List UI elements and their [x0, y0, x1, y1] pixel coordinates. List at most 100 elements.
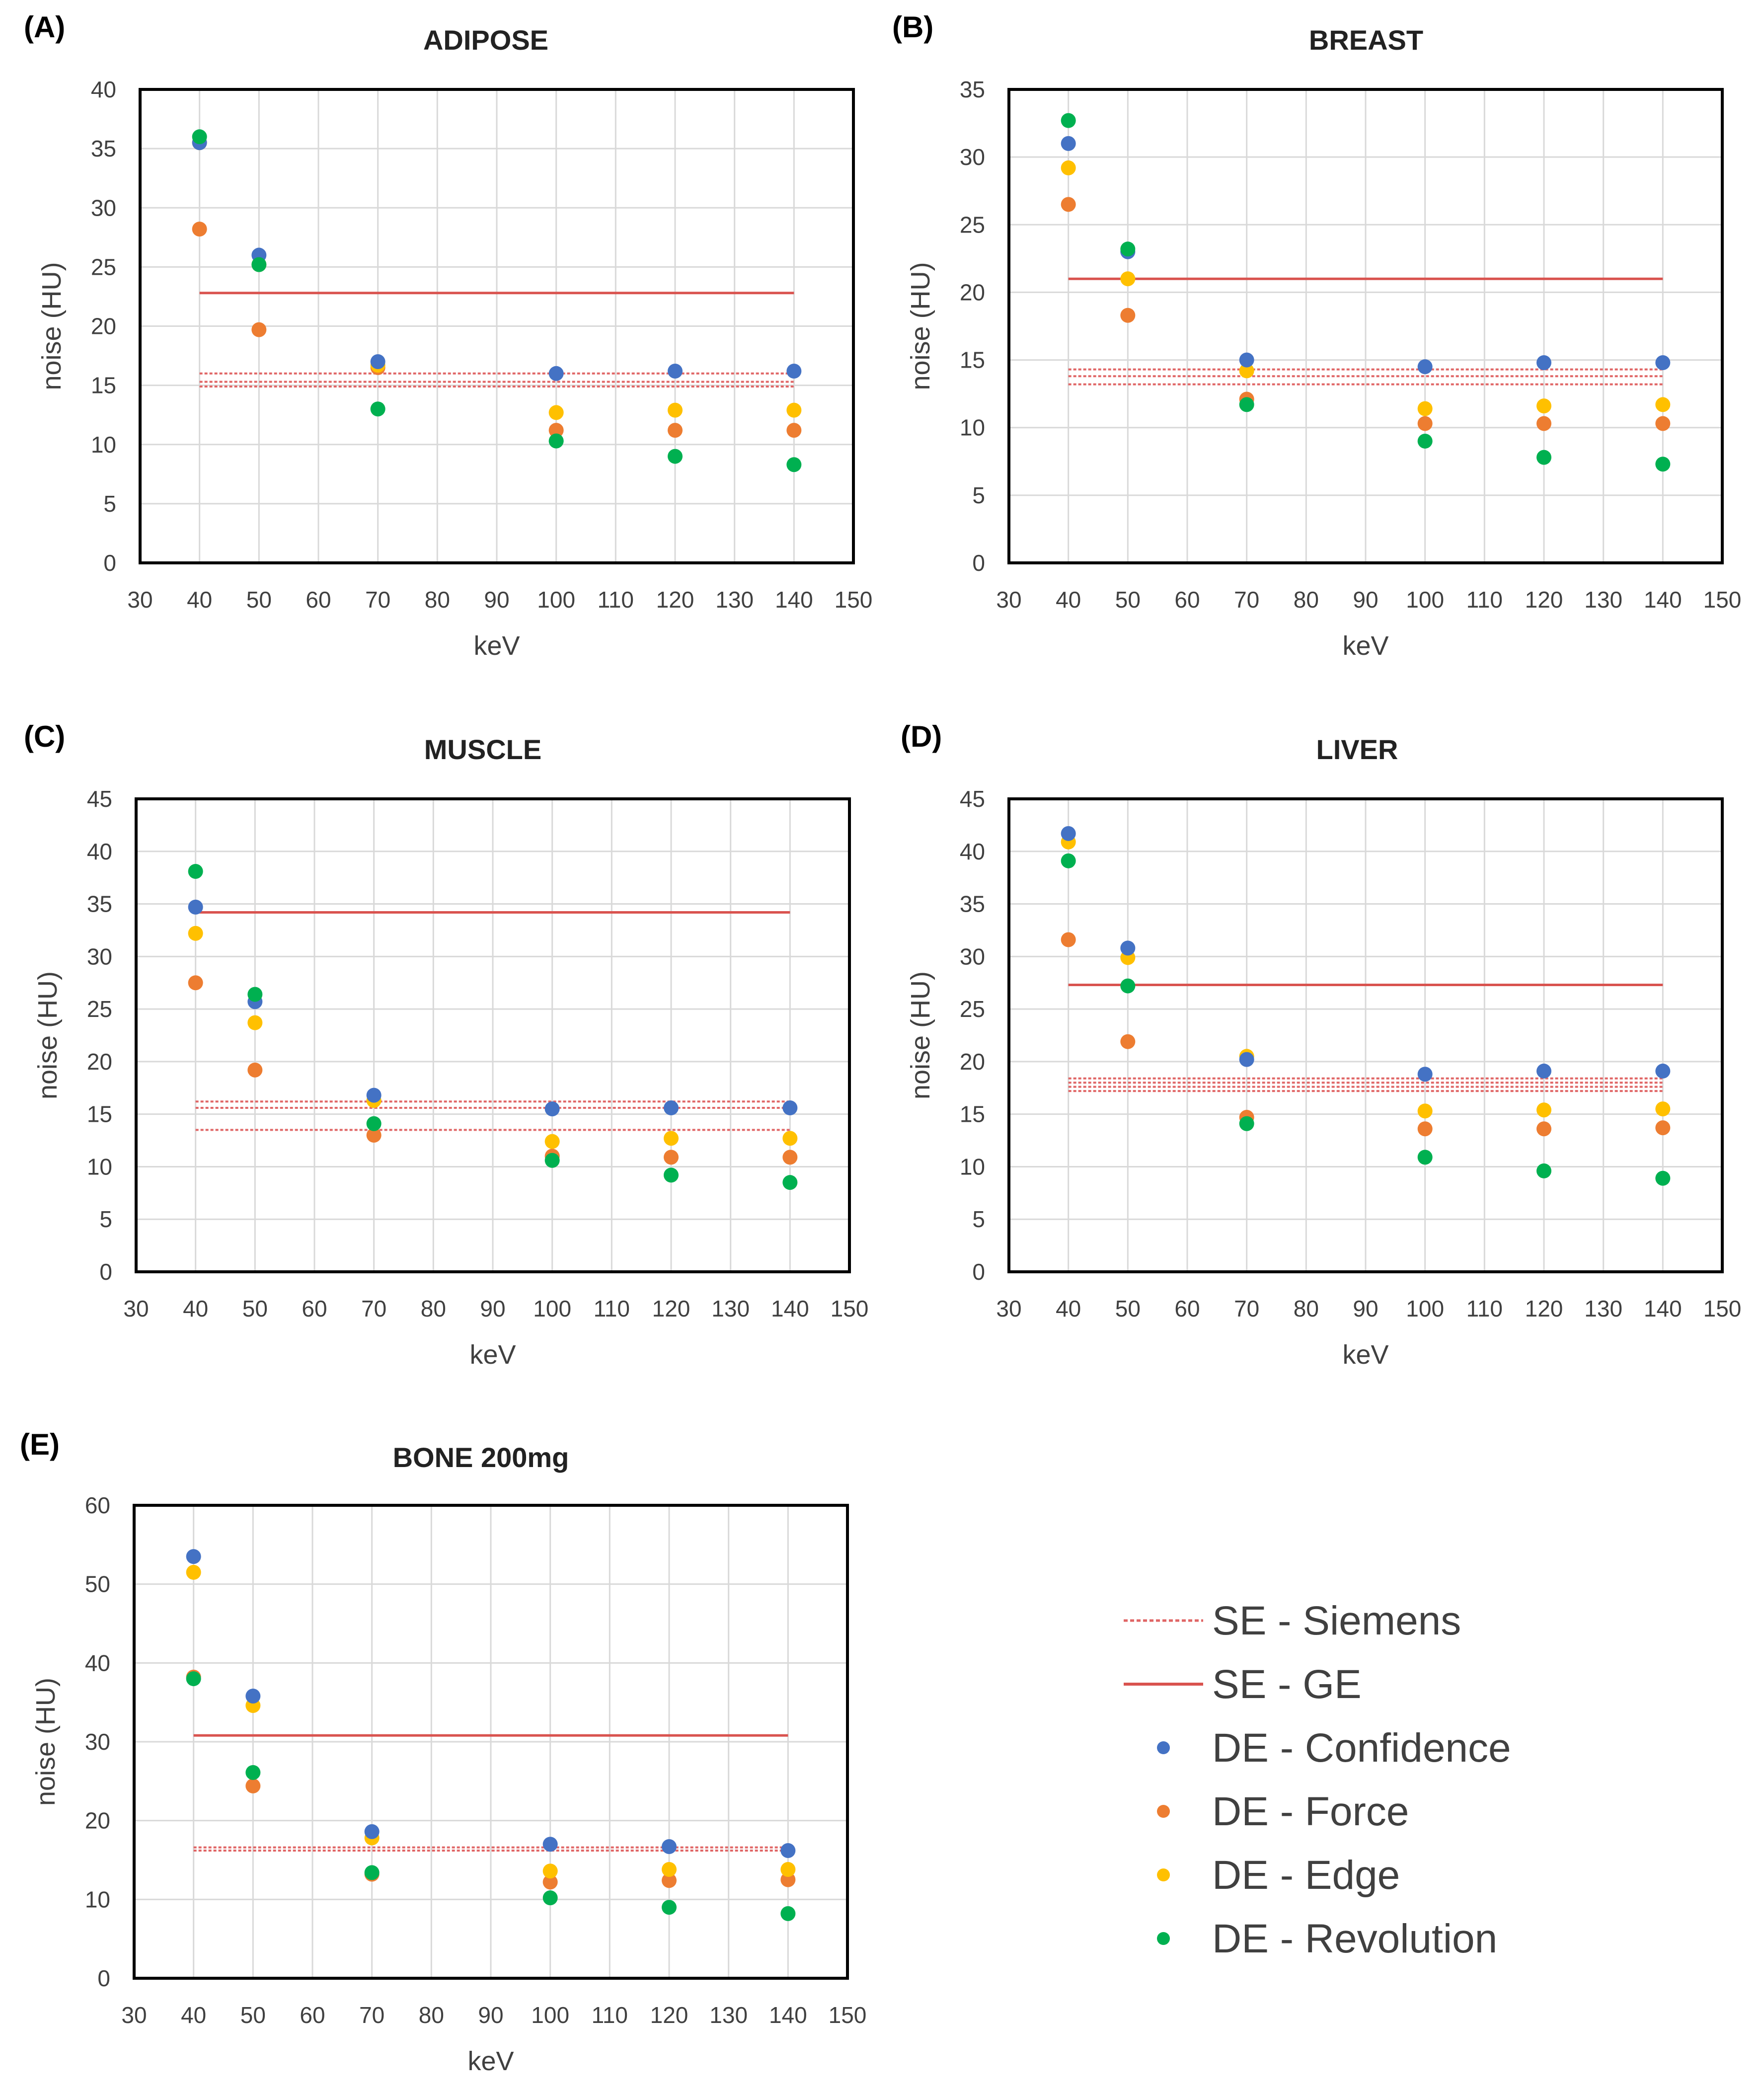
data-point-confidence — [1655, 355, 1671, 371]
legend-item: SE - Siemens — [1124, 1598, 1461, 1643]
data-point-revolution — [188, 863, 203, 879]
data-point-edge — [1536, 398, 1551, 414]
data-point-confidence — [366, 1087, 382, 1103]
y-tick-label: 10 — [87, 1154, 112, 1179]
data-point-force — [1536, 416, 1551, 431]
y-axis-label: noise (HU) — [37, 262, 67, 390]
data-point-edge — [662, 1862, 677, 1877]
y-tick-label: 45 — [87, 786, 112, 812]
x-tick-label: 100 — [533, 1296, 571, 1321]
y-tick-label: 0 — [99, 1259, 112, 1285]
legend: SE - Siemens SE - GE DE - Confidence DE - F… — [1124, 1598, 1511, 1961]
x-tick-label: 130 — [1584, 587, 1622, 613]
data-point-revolution — [1061, 113, 1076, 128]
y-axis-label: noise (HU) — [906, 971, 935, 1099]
x-tick-label: 130 — [715, 587, 754, 613]
data-point-confidence — [245, 1688, 261, 1704]
data-point-edge — [1120, 271, 1136, 287]
legend-swatch-dot — [1157, 1932, 1170, 1945]
data-point-edge — [542, 1863, 558, 1879]
x-tick-label: 130 — [1584, 1296, 1622, 1321]
y-tick-label: 20 — [85, 1808, 110, 1834]
y-tick-label: 45 — [960, 786, 985, 812]
data-point-revolution — [186, 1671, 201, 1687]
x-tick-label: 110 — [1466, 1296, 1503, 1321]
y-tick-label: 35 — [91, 136, 116, 161]
y-tick-label: 30 — [960, 943, 985, 969]
data-point-confidence — [780, 1843, 796, 1858]
data-point-confidence — [1417, 1067, 1433, 1082]
data-point-revolution — [1417, 1150, 1433, 1165]
data-point-confidence — [188, 899, 203, 915]
x-tick-label: 80 — [421, 1296, 446, 1321]
data-point-confidence — [1239, 352, 1254, 368]
x-tick-label: 140 — [771, 1296, 809, 1321]
data-point-force — [1061, 197, 1076, 212]
y-tick-label: 10 — [91, 432, 116, 458]
data-point-force — [247, 1062, 263, 1078]
y-tick-label: 15 — [87, 1101, 112, 1127]
data-point-revolution — [786, 457, 802, 472]
data-point-confidence — [1536, 1063, 1551, 1079]
y-tick-label: 0 — [97, 1965, 110, 1991]
x-tick-label: 90 — [1353, 1296, 1378, 1321]
y-tick-label: 10 — [85, 1886, 110, 1912]
data-point-edge — [1061, 160, 1076, 175]
x-tick-label: 130 — [711, 1296, 750, 1321]
legend-swatch-dot — [1157, 1805, 1170, 1818]
data-point-force — [1120, 1034, 1136, 1049]
data-point-edge — [664, 1131, 679, 1146]
y-tick-label: 35 — [87, 891, 112, 917]
data-point-confidence — [1061, 136, 1076, 151]
data-point-revolution — [247, 987, 263, 1002]
data-point-revolution — [366, 1116, 382, 1131]
plot-area-border — [133, 1504, 849, 1980]
data-point-confidence — [782, 1100, 798, 1115]
y-tick-label: 40 — [85, 1650, 110, 1676]
x-tick-label: 80 — [425, 587, 450, 613]
data-point-force — [245, 1778, 261, 1793]
data-point-revolution — [364, 1865, 380, 1880]
data-point-revolution — [544, 1153, 560, 1168]
data-point-confidence — [370, 354, 385, 369]
x-tick-label: 150 — [829, 2002, 867, 2028]
data-point-force — [188, 975, 203, 991]
x-tick-label: 70 — [1234, 1296, 1259, 1321]
y-tick-label: 40 — [91, 77, 116, 102]
data-point-force — [664, 1150, 679, 1165]
plot-area-border — [139, 88, 855, 564]
data-point-revolution — [664, 1167, 679, 1183]
y-tick-label: 20 — [960, 1049, 985, 1075]
x-tick-label: 140 — [1644, 1296, 1682, 1321]
chart-title: LIVER — [1316, 734, 1398, 765]
y-tick-label: 15 — [960, 1101, 985, 1127]
x-tick-label: 110 — [592, 2002, 628, 2028]
data-point-confidence — [542, 1837, 558, 1852]
data-point-revolution — [245, 1765, 261, 1780]
x-tick-label: 150 — [831, 1296, 869, 1321]
panel-label: (E) — [20, 1428, 60, 1461]
y-tick-label: 30 — [960, 144, 985, 170]
x-tick-label: 110 — [598, 587, 634, 613]
x-axis-label: keV — [469, 1340, 516, 1370]
plot-area-border — [1007, 88, 1724, 564]
x-tick-label: 140 — [1644, 587, 1682, 613]
data-point-revolution — [548, 433, 564, 449]
y-tick-label: 35 — [960, 77, 985, 102]
y-tick-label: 0 — [972, 550, 985, 576]
x-tick-label: 140 — [775, 587, 813, 613]
data-point-confidence — [786, 364, 802, 379]
data-point-confidence — [548, 366, 564, 381]
legend-item: DE - Edge — [1157, 1853, 1400, 1898]
chart-title: MUSCLE — [424, 734, 541, 765]
y-tick-label: 25 — [87, 996, 112, 1022]
x-tick-label: 120 — [1525, 1296, 1563, 1321]
data-point-edge — [1417, 401, 1433, 416]
x-tick-label: 80 — [1294, 1296, 1319, 1321]
x-tick-label: 30 — [996, 1296, 1021, 1321]
data-point-revolution — [780, 1906, 796, 1921]
